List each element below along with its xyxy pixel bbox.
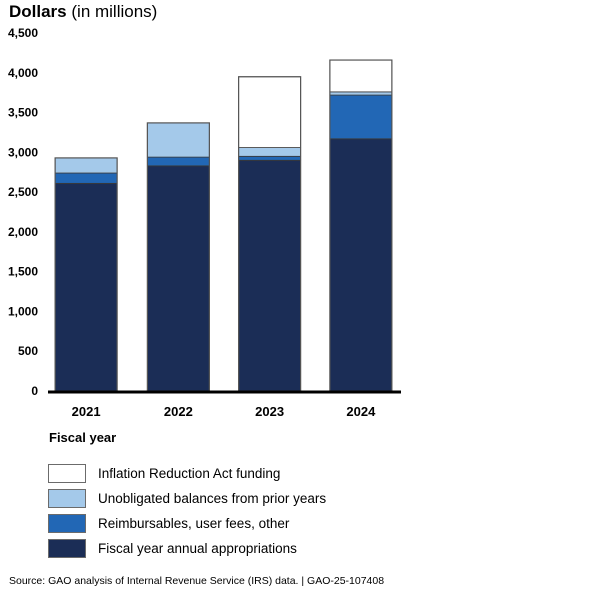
legend-swatch-reimbursables — [48, 514, 86, 533]
source-note: Source: GAO analysis of Internal Revenue… — [9, 575, 385, 587]
bar-segment — [329, 91, 393, 96]
chart-title-units: (in millions) — [71, 2, 158, 21]
legend-item-appropriations: Fiscal year annual appropriations — [48, 536, 326, 561]
y-tick-label: 4,000 — [8, 66, 38, 80]
x-tick-label: 2024 — [346, 404, 376, 419]
legend: Inflation Reduction Act funding Unobliga… — [48, 461, 326, 561]
legend-label: Unobligated balances from prior years — [98, 491, 327, 506]
x-axis-title: Fiscal year — [49, 430, 117, 445]
legend-swatch-appropriations — [48, 539, 86, 558]
bar-segment — [238, 147, 302, 157]
chart-title-main: Dollars — [9, 2, 67, 21]
y-tick-label: 2,500 — [8, 185, 38, 199]
chart-title: Dollars (in millions) — [9, 2, 157, 22]
bar-segment — [329, 94, 393, 140]
y-tick-label: 2,000 — [8, 225, 38, 239]
legend-item-ira: Inflation Reduction Act funding — [48, 461, 326, 486]
legend-swatch-ira — [48, 464, 86, 483]
bar-segment — [329, 59, 393, 93]
y-tick-label: 1,000 — [8, 304, 38, 318]
bar-segment — [54, 157, 118, 174]
bar-segment — [238, 76, 302, 148]
bar-segment — [146, 165, 210, 392]
bar-segment — [54, 182, 118, 392]
bar-segment — [146, 122, 210, 158]
x-tick-label: 2023 — [255, 404, 284, 419]
legend-label: Fiscal year annual appropriations — [98, 541, 297, 556]
bar-segment — [54, 172, 118, 184]
bar-segment — [238, 155, 302, 161]
y-tick-label: 500 — [18, 344, 38, 358]
legend-label: Inflation Reduction Act funding — [98, 466, 281, 481]
legend-label: Reimbursables, user fees, other — [98, 516, 290, 531]
y-tick-label: 0 — [31, 384, 38, 398]
x-tick-label: 2022 — [164, 404, 193, 419]
bar-segment — [329, 138, 393, 392]
y-tick-label: 1,500 — [8, 265, 38, 279]
legend-item-reimbursables: Reimbursables, user fees, other — [48, 511, 326, 536]
legend-swatch-unobligated — [48, 489, 86, 508]
legend-item-unobligated: Unobligated balances from prior years — [48, 486, 326, 511]
stacked-bar-chart: 0 500 1,000 1,500 2,000 2,500 3,000 3,500 4,000 4… — [8, 26, 401, 419]
bar-segment — [238, 159, 302, 392]
bar-segment — [146, 156, 210, 167]
y-tick-label: 3,000 — [8, 145, 38, 159]
y-tick-label: 4,500 — [8, 26, 38, 40]
y-tick-label: 3,500 — [8, 106, 38, 120]
x-tick-label: 2021 — [72, 404, 101, 419]
